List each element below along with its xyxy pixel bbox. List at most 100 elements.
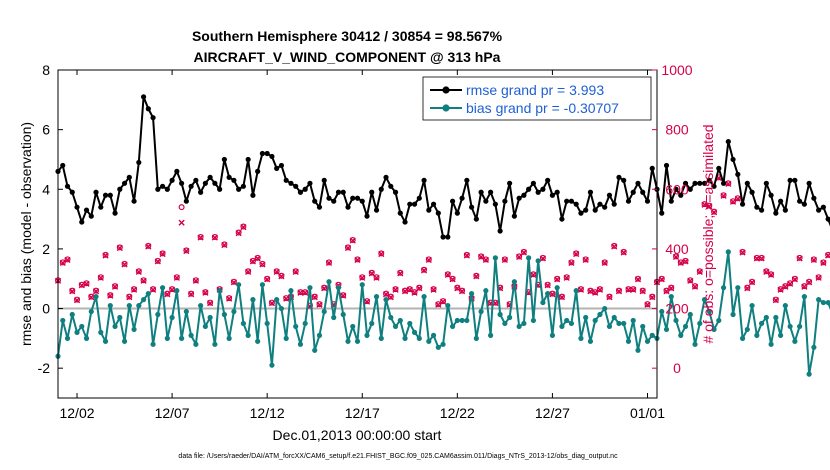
obs-assimilated-marker [373,274,380,281]
bias-point [269,362,275,368]
bias-point [530,317,536,324]
obs-possible-marker [711,208,718,215]
obs-assimilated-marker [663,288,670,295]
obs-assimilated-marker [649,294,656,301]
bias-point [98,329,104,335]
obs-possible-marker [188,290,195,297]
rmse-point [411,201,418,207]
rmse-point [407,201,413,207]
obs-possible-marker [349,236,356,243]
obs-assimilated-marker [801,283,808,290]
legend-rmse-label: rmse grand pr = 3.993 [466,82,604,98]
rmse-point [383,174,389,180]
obs-possible-marker [154,257,161,264]
rmse-point [488,189,494,195]
bias-point [687,311,693,318]
obs-possible-marker [197,233,204,240]
rmse-point [735,171,741,177]
rmse-point [102,192,109,198]
rmse-point [131,198,137,204]
obs-assimilated-marker [268,300,276,307]
bias-point [811,344,817,350]
bias-point [711,326,717,333]
obs-assimilated-marker [710,209,718,216]
obs-possible-marker [135,268,142,275]
bias-point [768,341,774,347]
x-axis-label: Dec.01,2013 00:00:00 start [273,427,442,443]
rmse-point [302,186,308,192]
obs-possible-marker [397,269,404,276]
bias-point [359,282,365,288]
bias-point [663,326,670,333]
obs-possible-marker [173,274,180,281]
rmse-point [526,186,532,192]
chart-title: Southern Hemisphere 30412 / 30854 = 98.5… [192,28,503,44]
obs-possible-marker [520,248,527,255]
obs-possible-marker [383,290,390,297]
rmse-point [507,180,513,186]
obs-possible-marker [501,256,508,263]
rmse-point [716,165,722,171]
obs-possible-marker [311,293,318,300]
rmse-point [240,183,247,189]
bias-point [478,308,484,315]
rmse-point [402,219,408,225]
obs-assimilated-marker [691,283,699,290]
rmse-point [69,189,75,195]
bias-point [83,335,90,341]
obs-assimilated-marker [482,256,489,264]
obs-assimilated-marker [235,230,242,237]
obs-possible-marker [639,287,646,294]
rmse-point [749,189,755,195]
obs-possible-marker [758,254,765,261]
rmse-point [758,207,765,213]
bias-point [283,335,289,341]
rmse-point [378,186,384,192]
obs-assimilated-marker [378,250,385,258]
obs-possible-marker [74,296,81,303]
bias-point [121,338,128,344]
obs-possible-marker [264,275,271,282]
obs-possible-marker [815,274,822,281]
rmse-point [825,216,830,222]
obs-possible-marker [321,284,328,291]
bias-point [754,332,760,338]
rmse-point [739,201,746,207]
bias-point [559,323,565,330]
obs-assimilated-marker [111,283,119,290]
obs-possible-marker [668,284,675,291]
rmse-point [255,168,261,174]
obs-assimilated-marker [297,289,304,296]
bias-point [226,335,232,341]
bias-point [274,297,280,303]
bias-point [107,302,113,309]
rmse-point [659,210,665,216]
rmse-point [754,204,760,210]
rmse-point [673,186,679,192]
rmse-point [578,210,584,216]
bias-point [397,317,403,324]
rmse-point [269,153,275,160]
rmse-point [816,207,822,213]
rmse-point [364,213,370,219]
bias-point [597,311,603,318]
obs-assimilated-marker [321,285,328,292]
obs-assimilated-marker [401,288,409,295]
bias-point [69,311,75,318]
obs-possible-marker [340,292,347,299]
bias-point [140,297,147,303]
bias-point [102,338,109,344]
rmse-point [649,165,655,171]
bias-point [825,299,830,306]
rmse-point [259,150,266,157]
rmse-point [478,189,484,195]
rmse-point [321,177,327,183]
rmse-point [164,186,170,192]
obs-assimilated-marker [810,256,817,264]
obs-possible-marker [126,293,133,300]
rmse-point [221,156,227,163]
rmse-point [773,210,779,216]
bias-point [411,329,418,335]
obs-possible-marker [620,248,627,255]
rmse-point [630,189,636,195]
